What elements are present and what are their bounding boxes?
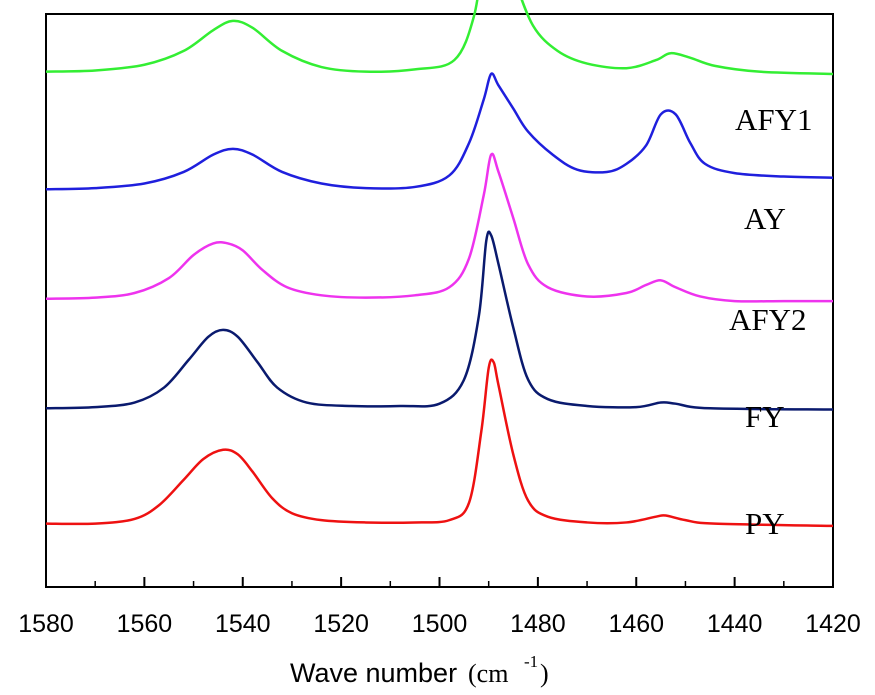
x-axis-title: Wave number (cm -1 ) xyxy=(290,652,549,688)
series-layer xyxy=(45,0,834,528)
series-line-py xyxy=(45,358,834,528)
series-label-fy: FY xyxy=(745,399,785,434)
x-axis-title-unit: (cm xyxy=(468,659,508,688)
series-label-ay: AY xyxy=(744,201,786,236)
series-label-afy1: AFY1 xyxy=(735,102,813,137)
x-tick-label: 1540 xyxy=(215,610,271,638)
x-tick-label: 1580 xyxy=(18,610,74,638)
x-tick-label: 1420 xyxy=(805,610,861,638)
x-tick-label: 1500 xyxy=(412,610,468,638)
x-axis-ticks: 1580 1560 1540 1520 1500 1480 1460 1440 1420 xyxy=(18,577,861,638)
series-labels: AFY1 AY AFY2 FY PY xyxy=(729,102,813,541)
x-tick-label: 1560 xyxy=(117,610,173,638)
series-line-afy1 xyxy=(45,0,834,76)
x-tick-label: 1520 xyxy=(313,610,369,638)
series-line-ay xyxy=(45,72,834,191)
x-tick-label: 1460 xyxy=(608,610,664,638)
x-tick-label: 1440 xyxy=(707,610,763,638)
x-tick-label: 1480 xyxy=(510,610,566,638)
series-line-fy xyxy=(45,230,834,411)
x-axis-title-close: ) xyxy=(540,659,549,688)
x-axis-title-sup: -1 xyxy=(524,652,538,671)
series-label-afy2: AFY2 xyxy=(729,302,807,337)
series-line-afy2 xyxy=(45,152,833,303)
series-label-py: PY xyxy=(745,506,785,541)
x-axis-title-main: Wave number xyxy=(290,658,457,688)
